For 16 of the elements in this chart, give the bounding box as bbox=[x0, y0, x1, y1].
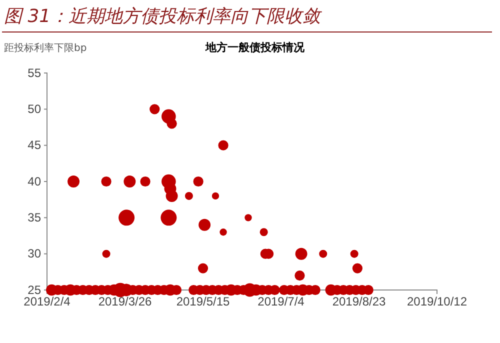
y-tick-label: 45 bbox=[28, 138, 42, 152]
y-tick-label: 40 bbox=[28, 174, 42, 188]
x-tick-label: 2019/5/15 bbox=[176, 294, 230, 309]
y-axis-title: 距投标利率下限bp bbox=[4, 42, 87, 54]
x-tick-label: 2019/2/4 bbox=[24, 294, 71, 309]
y-tick-label: 30 bbox=[28, 246, 42, 261]
y-tick-label: 55 bbox=[28, 66, 42, 80]
chart-subtitle: 地方一般债投标情况 bbox=[204, 41, 306, 54]
chart-title: 图 31：近期地方债投标利率向下限收敛 bbox=[4, 6, 323, 27]
x-tick-label: 2019/8/23 bbox=[332, 294, 386, 309]
y-tick-label: 50 bbox=[28, 102, 42, 116]
y-tick-label: 25 bbox=[28, 282, 42, 297]
y-tick-label: 35 bbox=[28, 210, 42, 225]
x-tick-label: 2019/3/26 bbox=[98, 294, 152, 309]
x-tick-label: 2019/10/12 bbox=[406, 294, 468, 309]
x-tick-label: 2019/7/4 bbox=[258, 294, 305, 309]
